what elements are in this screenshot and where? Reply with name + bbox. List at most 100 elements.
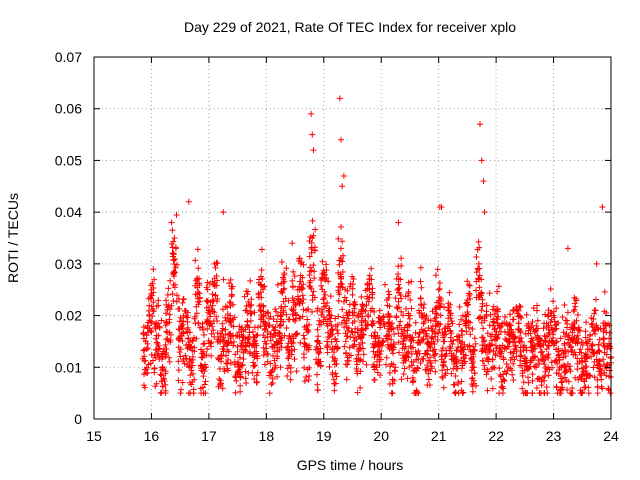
data-point	[221, 366, 228, 373]
data-point	[326, 363, 333, 370]
data-point	[339, 268, 346, 275]
data-point	[173, 211, 180, 218]
data-point	[418, 284, 425, 291]
data-point	[249, 352, 256, 359]
y-tick-label: 0.01	[55, 359, 82, 375]
data-point	[554, 360, 561, 367]
data-point	[172, 264, 179, 271]
data-point	[347, 280, 354, 287]
data-point	[282, 303, 289, 310]
data-point	[338, 245, 345, 252]
data-point	[601, 336, 608, 343]
data-point	[158, 355, 165, 362]
data-point	[260, 352, 267, 359]
data-point	[406, 322, 413, 329]
data-point	[599, 203, 606, 210]
data-point	[332, 370, 339, 377]
data-point	[244, 339, 251, 346]
data-point	[358, 308, 365, 315]
data-point	[358, 327, 365, 334]
data-point	[269, 380, 276, 387]
data-point	[473, 278, 480, 285]
data-point	[435, 297, 442, 304]
data-point	[401, 357, 408, 364]
data-point	[208, 352, 215, 359]
data-point	[481, 366, 488, 373]
data-point	[582, 384, 589, 391]
data-point	[432, 350, 439, 357]
data-point	[344, 361, 351, 368]
data-point	[281, 270, 288, 277]
data-point	[309, 131, 316, 138]
data-point	[536, 376, 543, 383]
data-point	[356, 341, 363, 348]
data-point	[559, 313, 566, 320]
data-point	[224, 304, 231, 311]
data-point	[306, 321, 313, 328]
data-point	[565, 366, 572, 373]
data-point	[570, 308, 577, 315]
data-point	[277, 288, 284, 295]
data-point	[477, 292, 484, 299]
data-point	[569, 390, 576, 397]
data-point	[285, 355, 292, 362]
data-point	[417, 340, 424, 347]
data-point	[563, 377, 570, 384]
data-point	[251, 363, 258, 370]
data-point	[557, 390, 564, 397]
data-point	[391, 341, 398, 348]
data-point	[236, 354, 243, 361]
data-point	[440, 363, 447, 370]
data-point	[321, 288, 328, 295]
data-point	[307, 233, 314, 240]
data-point	[343, 350, 350, 357]
data-point	[491, 319, 498, 326]
data-point	[415, 347, 422, 354]
grid-lines	[94, 57, 611, 419]
data-point	[258, 267, 265, 274]
data-point	[335, 287, 342, 294]
data-point	[415, 334, 422, 341]
data-point	[353, 355, 360, 362]
data-point	[169, 290, 176, 297]
data-point	[147, 327, 154, 334]
data-point	[441, 304, 448, 311]
data-point	[386, 303, 393, 310]
data-point	[343, 376, 350, 383]
data-point	[529, 371, 536, 378]
data-point	[317, 345, 324, 352]
data-point	[531, 363, 538, 370]
data-point	[168, 302, 175, 309]
data-point	[566, 363, 573, 370]
data-point	[478, 348, 485, 355]
data-point	[453, 347, 460, 354]
data-point	[228, 283, 235, 290]
data-point	[203, 304, 210, 311]
data-point	[237, 388, 244, 395]
data-point	[232, 389, 239, 396]
data-point	[204, 286, 211, 293]
data-point	[395, 285, 402, 292]
data-point	[448, 370, 455, 377]
data-point	[447, 301, 454, 308]
data-point	[226, 280, 233, 287]
data-point	[498, 323, 505, 330]
x-tick-label: 16	[144, 428, 160, 444]
data-point	[408, 305, 415, 312]
data-point	[303, 341, 310, 348]
data-point	[414, 364, 421, 371]
data-point	[586, 372, 593, 379]
data-point	[201, 364, 208, 371]
data-point	[175, 326, 182, 333]
data-point	[194, 284, 201, 291]
data-point	[510, 360, 517, 367]
data-point	[472, 340, 479, 347]
data-point	[200, 326, 207, 333]
data-point	[601, 308, 608, 315]
data-point	[306, 282, 313, 289]
data-point	[273, 308, 280, 315]
data-point	[395, 298, 402, 305]
data-point	[314, 307, 321, 314]
data-point	[201, 381, 208, 388]
data-point	[505, 364, 512, 371]
